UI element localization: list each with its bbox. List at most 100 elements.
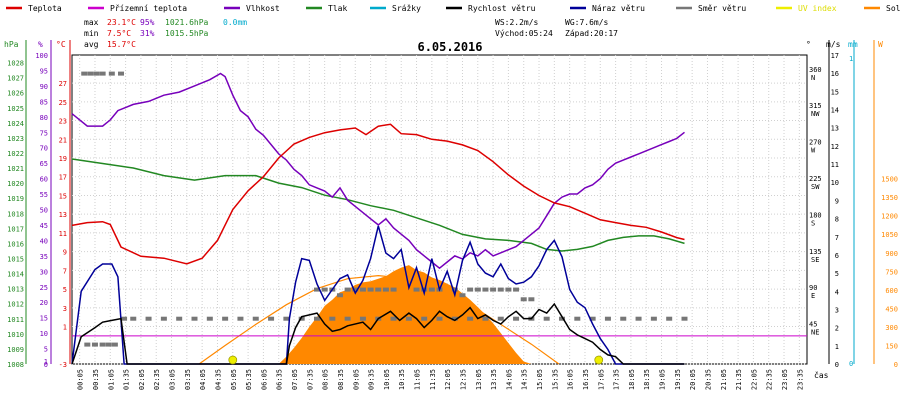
wind-direction-mark: [490, 287, 497, 292]
wind-tick: 10: [831, 179, 839, 187]
humidity-axis-unit: %: [38, 40, 43, 49]
legend-label-8: UV index: [798, 4, 837, 13]
x-tick-label: 10:35: [398, 369, 406, 390]
solar-tick: 900: [885, 250, 898, 258]
x-tick-label: 12:05: [444, 369, 452, 390]
temperature-tick: 17: [59, 174, 67, 182]
x-tick-label: 06:35: [276, 369, 284, 390]
wind-tick: 1: [835, 343, 839, 351]
solar-tick: 1050: [881, 231, 898, 239]
solar-tick: 600: [885, 287, 898, 295]
temperature-tick: 23: [59, 118, 67, 126]
wind-direction-mark: [474, 287, 481, 292]
wind-direction-mark: [405, 316, 412, 321]
x-tick-label: 06:05: [260, 369, 268, 390]
humidity-tick: 100: [35, 52, 48, 60]
x-tick-label: 14:05: [505, 369, 513, 390]
wind-direction-mark: [390, 316, 397, 321]
pressure-tick: 1008: [7, 361, 24, 369]
humidity-tick: 30: [40, 268, 48, 276]
wind-direction-mark: [87, 71, 94, 76]
x-tick-label: 16:35: [582, 369, 590, 390]
direction-tick-name: NE: [811, 329, 819, 337]
wind-direction-mark: [413, 287, 420, 292]
pressure-tick: 1023: [7, 135, 24, 143]
x-tick-label: 11:05: [414, 369, 422, 390]
pressure-tick: 1020: [7, 180, 24, 188]
humidity-tick: 40: [40, 237, 48, 245]
wind-direction-mark: [528, 297, 535, 302]
wind-direction-mark: [359, 316, 366, 321]
pressure-tick: 1009: [7, 346, 24, 354]
stat-avg-temp: 15.7°C: [107, 40, 136, 49]
pressure-tick: 1022: [7, 150, 24, 158]
x-tick-label: 01:05: [107, 369, 115, 390]
pressure-tick: 1026: [7, 90, 24, 98]
x-tick-label: 07:05: [291, 369, 299, 390]
direction-axis-unit: °: [806, 40, 811, 49]
wind-direction-mark: [298, 316, 305, 321]
chart-title: 6.05.2016: [417, 40, 482, 54]
wind-tick: 5: [835, 270, 839, 278]
wind-direction-mark: [314, 316, 320, 321]
wind-direction-mark: [451, 287, 458, 292]
wind-direction-mark: [81, 71, 88, 76]
wind-tick: 15: [831, 88, 839, 96]
humidity-tick: 70: [40, 145, 48, 153]
pressure-tick: 1015: [7, 255, 24, 263]
wind-tick: 6: [835, 252, 839, 260]
temperature-tick: -3: [59, 361, 67, 369]
pressure-tick: 1027: [7, 75, 24, 83]
wind-tick: 3: [835, 306, 839, 314]
solar-tick: 1200: [881, 213, 898, 221]
x-tick-label: 19:05: [659, 369, 667, 390]
wind-direction-mark: [520, 297, 527, 302]
wind-direction-mark: [314, 287, 320, 292]
wind-direction-mark: [497, 287, 504, 292]
temperature-tick: 3: [63, 305, 67, 313]
wind-direction-mark: [191, 316, 198, 321]
humidity-tick: 0: [44, 361, 48, 369]
wind-direction-mark: [620, 316, 627, 321]
pressure-tick: 1016: [7, 240, 24, 248]
wind-direction-mark: [559, 316, 565, 321]
temperature-axis-unit: °C: [56, 40, 66, 49]
legend-label-0: Teplota: [28, 4, 62, 13]
pressure-tick: 1010: [7, 331, 24, 339]
pressure-tick: 1013: [7, 286, 24, 294]
humidity-tick: 45: [40, 222, 48, 230]
wind-direction-mark: [329, 316, 336, 321]
x-tick-label: 05:35: [245, 369, 253, 390]
x-tick-label: 08:35: [337, 369, 345, 390]
humidity-tick: 35: [40, 253, 48, 261]
wind-direction-mark: [344, 316, 351, 321]
x-tick-label: 07:35: [306, 369, 314, 390]
wind-direction-mark: [497, 316, 504, 321]
wind-direction-mark: [604, 316, 611, 321]
stat-sunset: Západ:20:17: [565, 29, 618, 38]
wind-direction-mark: [336, 293, 343, 298]
direction-tick-deg: 315: [809, 102, 822, 110]
humidity-tick: 85: [40, 98, 48, 106]
wind-direction-mark: [666, 316, 673, 321]
wind-tick: 17: [831, 52, 839, 60]
humidity-tick: 75: [40, 129, 48, 137]
rain-tick: 0: [849, 360, 853, 368]
wind-direction-mark: [482, 316, 489, 321]
stat-max-hum: 95%: [140, 18, 155, 27]
wind-direction-mark: [505, 287, 512, 292]
temperature-tick: 15: [59, 192, 67, 200]
wind-direction-mark: [543, 316, 550, 321]
wind-direction-mark: [513, 316, 520, 321]
direction-tick-deg: 360: [809, 66, 822, 74]
pressure-tick: 1012: [7, 301, 24, 309]
direction-tick-deg: 225: [809, 175, 822, 183]
humidity-tick: 15: [40, 315, 48, 323]
humidity-tick: 90: [40, 83, 48, 91]
wind-direction-mark: [352, 287, 359, 292]
x-tick-label: 18:35: [643, 369, 651, 390]
stat-sunrise: Východ:05:24: [495, 29, 553, 38]
wind-direction-mark: [268, 316, 275, 321]
legend-label-3: Tlak: [328, 4, 347, 13]
